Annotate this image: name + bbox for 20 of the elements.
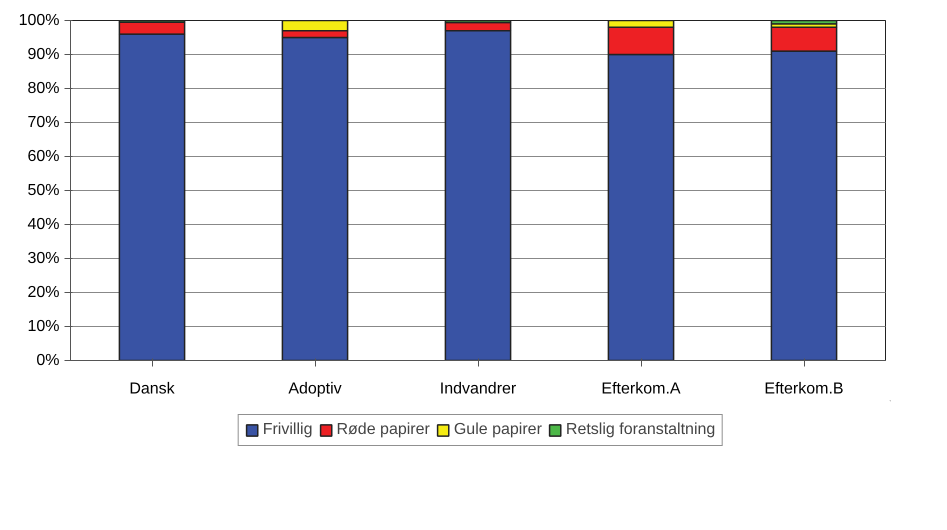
y-tick-label: 90% [27, 46, 60, 63]
x-tick-label: Adoptiv [288, 380, 342, 398]
legend-label: Retslig foranstaltning [566, 421, 716, 439]
y-tick-label: 50% [27, 182, 60, 199]
y-tick-label: 0% [36, 352, 60, 369]
y-tick-label: 40% [27, 216, 60, 233]
legend-label: Frivillig [262, 421, 312, 439]
legend-label: Røde papirer [336, 421, 430, 439]
y-tick-label: 70% [27, 114, 60, 131]
y-tick-label: 60% [27, 148, 60, 165]
y-tick-label: 30% [27, 250, 60, 267]
x-tick-label: Indvandrer [440, 380, 517, 398]
legend-label: Gule papirer [454, 421, 542, 439]
x-tick-label: Efterkom.A [601, 380, 681, 398]
y-tick-label: 100% [18, 12, 60, 29]
y-tick-label: 80% [27, 80, 60, 97]
y-tick-label: 10% [27, 318, 60, 335]
x-tick-label: Dansk [129, 380, 176, 398]
x-tick-label: Efterkom.B [764, 380, 844, 398]
y-tick-label: 20% [27, 284, 60, 301]
